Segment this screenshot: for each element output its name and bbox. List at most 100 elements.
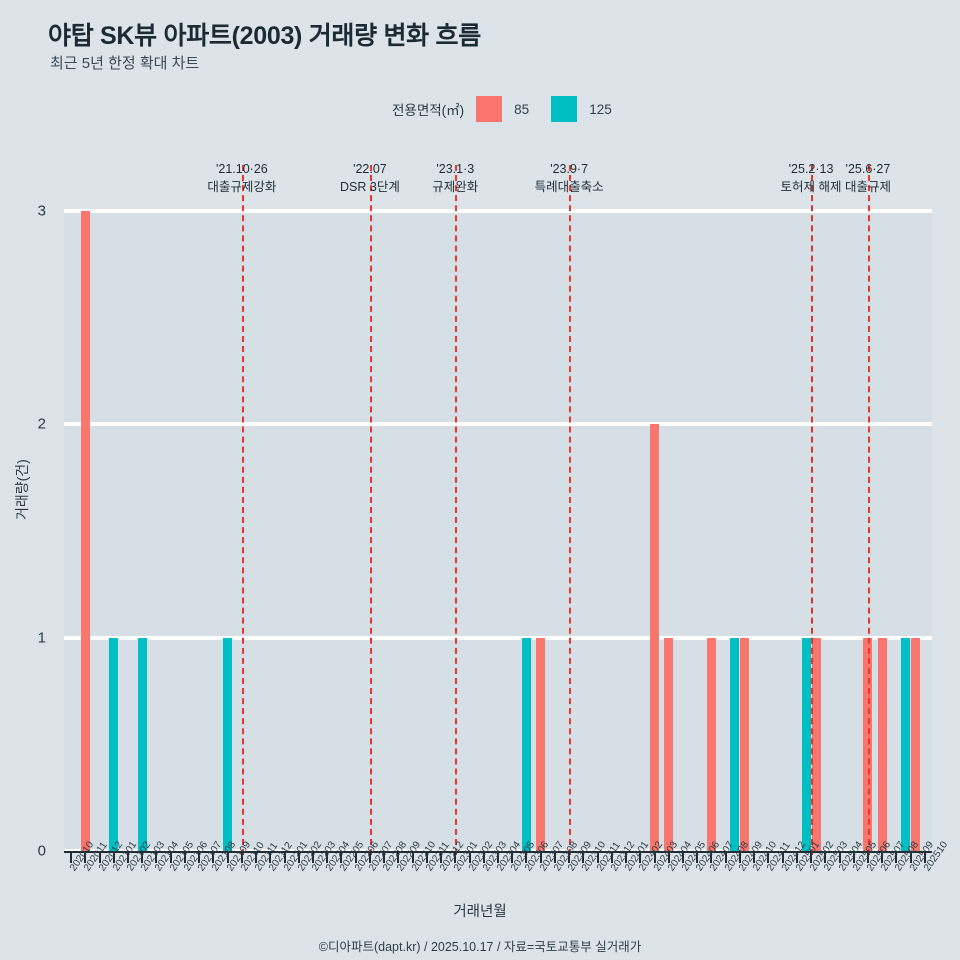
x-tick-202307	[539, 853, 542, 863]
gridline-2	[64, 422, 932, 427]
bar-125-202409	[730, 637, 740, 851]
annotation-label-202502: '25.2·13 토허제 해제	[781, 160, 842, 196]
annotation-line-202207	[369, 165, 372, 855]
annotation-date: '22.07	[353, 162, 387, 176]
x-tick-202107	[198, 853, 201, 863]
annotation-label-202207: '22.07 DSR 3단계	[340, 160, 400, 196]
bar-85-202507	[877, 637, 887, 851]
legend-title: 전용면적(㎡)	[392, 103, 465, 118]
plot-area	[64, 165, 932, 855]
y-tick-label-1: 1	[37, 629, 46, 647]
y-axis-title: 거래량(건)	[14, 459, 30, 520]
x-tick-202502	[810, 853, 813, 863]
annotation-text: 규제완화	[432, 180, 479, 195]
bar-125-202509	[901, 637, 911, 851]
annotation-line-202309	[569, 165, 572, 855]
x-tick-202111	[255, 853, 258, 863]
x-axis: 202010 202011 202012 202101 202102 202103 2021…	[64, 840, 950, 873]
x-tick-202408	[724, 853, 727, 863]
bar-85-202509	[911, 637, 921, 851]
bar-85-202403	[650, 424, 660, 851]
y-tick-label-3: 3	[37, 202, 46, 220]
x-tick-202506	[866, 853, 869, 863]
bar-85-202407	[706, 637, 716, 851]
annotation-text: 특례대출축소	[534, 180, 604, 195]
bar-85-202404	[664, 637, 674, 851]
x-tick-202301	[454, 853, 457, 863]
x-tick-202105	[169, 853, 172, 863]
gridline-1	[64, 635, 932, 640]
x-tick-202308	[553, 853, 556, 863]
x-tick-202202	[297, 853, 300, 863]
annotation-text: 대출규제강화	[207, 180, 277, 195]
gridline-3	[64, 209, 932, 213]
annotation-label-202506: '25.6·27 대출규제	[845, 160, 891, 196]
x-tick-202012	[98, 853, 101, 863]
annotation-date: '21.10·26	[215, 162, 268, 176]
annotation-date: '23.9·7	[550, 162, 589, 176]
x-tick-202102	[127, 853, 130, 863]
annotation-date: '25.6·27	[845, 162, 891, 176]
x-tick-202104	[155, 853, 158, 863]
bar-85-202409	[740, 637, 750, 851]
legend-label-125: 125	[589, 101, 612, 117]
x-tick-202411	[767, 853, 770, 863]
x-tick-202103	[141, 853, 144, 863]
annotation-line-202502	[811, 165, 814, 855]
x-tick-202504	[838, 853, 841, 863]
x-tick-202109	[226, 853, 229, 863]
x-tick-202407	[710, 853, 713, 863]
bar-125-202101	[109, 637, 119, 851]
y-tick-label-0: 0	[37, 842, 46, 860]
page-subtitle: 최근 5년 한정 확대 차트	[50, 55, 200, 72]
x-tick-202211	[425, 853, 428, 863]
x-tick-202505	[852, 853, 855, 863]
x-tick-202203	[312, 853, 315, 863]
x-tick-202201	[283, 853, 286, 863]
x-tick-202112	[269, 853, 272, 863]
x-tick-202309	[568, 853, 571, 863]
x-tick-202503	[824, 853, 827, 863]
bar-125-202109	[223, 637, 233, 851]
x-tick-202510	[923, 853, 926, 863]
bar-85-202502	[811, 637, 821, 851]
x-tick-202212	[440, 853, 443, 863]
footer-credit: ©디아파트(dapt.kr) / 2025.10.17 / 자료=국토교통부 실…	[318, 940, 642, 954]
x-tick-202508	[895, 853, 898, 863]
x-tick-202204	[326, 853, 329, 863]
legend-swatch-85	[476, 96, 503, 122]
x-axis-title: 거래년월	[453, 904, 507, 920]
x-tick-202507	[881, 853, 884, 863]
annotation-text: 토허제 해제	[780, 180, 842, 195]
x-tick-202011	[84, 853, 87, 863]
legend-swatch-125	[551, 96, 578, 122]
bar-85-202307	[536, 637, 546, 851]
x-tick-202205	[340, 853, 343, 863]
bar-125-202306	[521, 637, 531, 851]
x-tick-202406	[696, 853, 699, 863]
annotation-text: 대출규제	[844, 180, 891, 195]
x-tick-202501	[795, 853, 798, 863]
x-tick-202410	[753, 853, 756, 863]
annotation-label-202309: '23.9·7 특례대출축소	[535, 160, 604, 196]
x-tick-202305	[511, 853, 514, 863]
y-tick-label-2: 2	[37, 415, 46, 433]
x-tick-202509	[909, 853, 912, 863]
bar-85-202011	[80, 211, 90, 851]
annotation-text: DSR 3단계	[340, 180, 400, 195]
plot-background	[64, 211, 932, 851]
x-tick-202311	[596, 853, 599, 863]
page-title: 야탑 SK뷰 아파트(2003) 거래량 변화 흐름	[48, 22, 481, 50]
legend: 전용면적(㎡) 85 125	[392, 96, 634, 122]
x-tick-202106	[183, 853, 186, 863]
x-tick-202412	[781, 853, 784, 863]
annotation-line-202301	[455, 165, 458, 855]
x-tick-202206	[354, 853, 357, 863]
annotation-label-202110: '21.10·26 대출규제강화	[207, 160, 276, 196]
x-tick-202303	[482, 853, 485, 863]
annotation-date: '25.2·13	[788, 162, 834, 176]
x-tick-202409	[738, 853, 741, 863]
legend-label-85: 85	[514, 101, 530, 117]
x-tick-202405	[681, 853, 684, 863]
